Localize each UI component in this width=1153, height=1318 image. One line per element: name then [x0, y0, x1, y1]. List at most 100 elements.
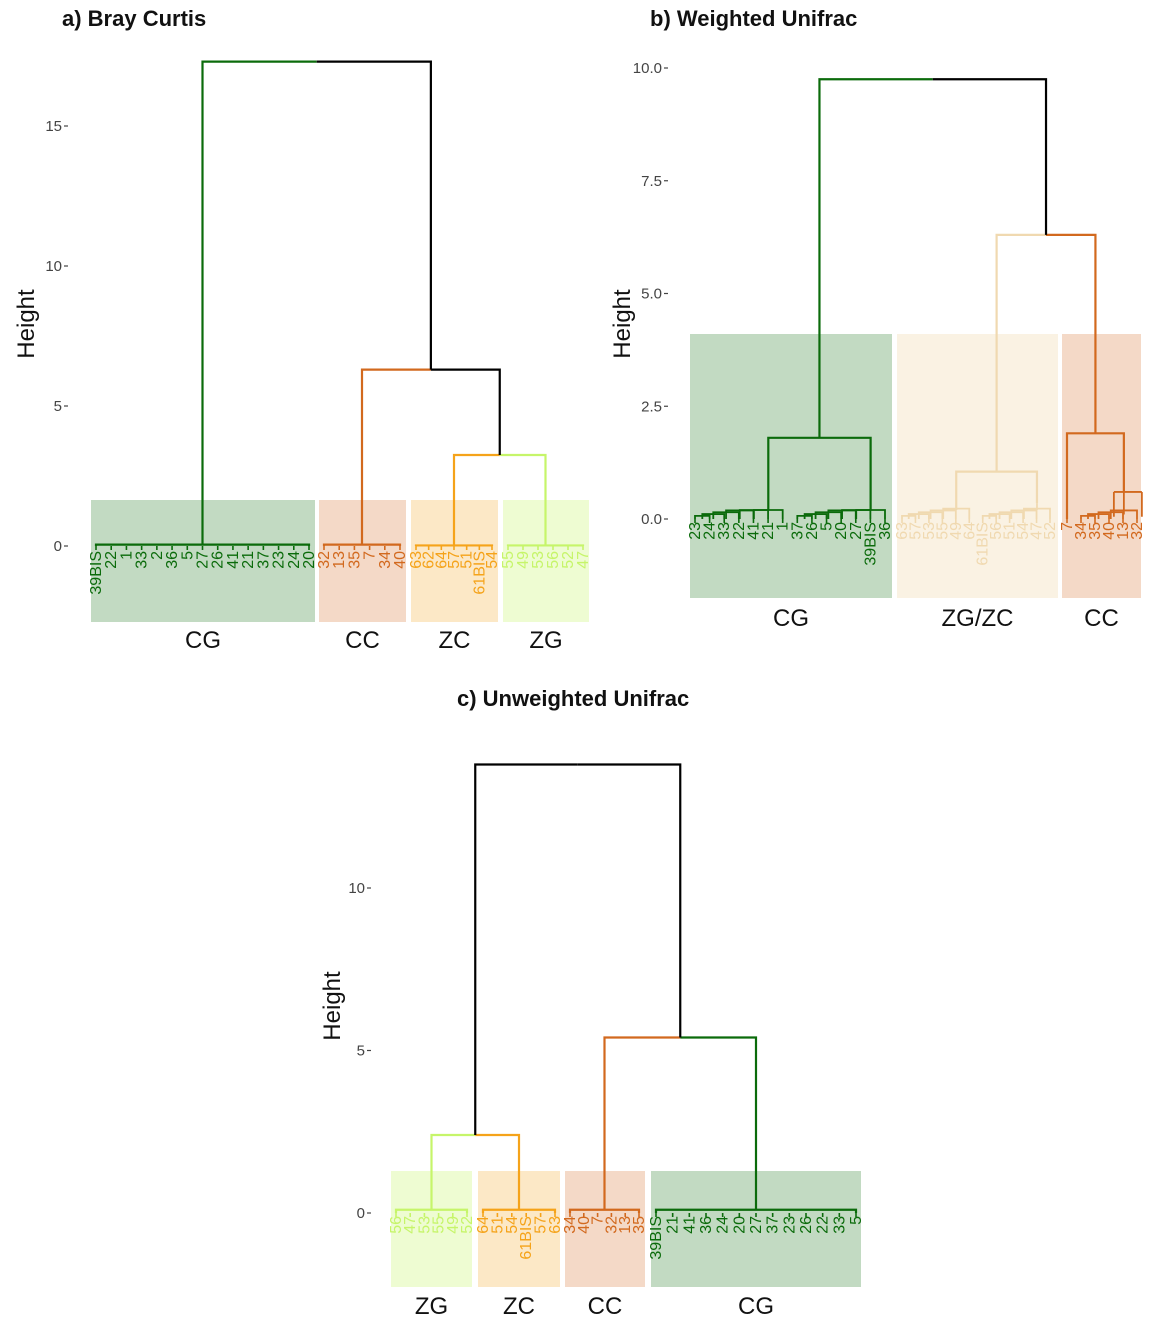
leaf-label: 53	[530, 551, 547, 569]
dendro-branch	[995, 233, 1047, 472]
y-tick-label: 2.5	[641, 398, 662, 415]
leaf-label: 23	[271, 551, 288, 569]
cluster-name-cg: CG	[185, 627, 221, 654]
leaf-label: 13	[617, 1216, 634, 1234]
leaf-label: 36	[698, 1216, 715, 1234]
cluster-name-zg-zc: ZG/ZC	[942, 605, 1014, 632]
leaf-label: 20	[833, 522, 850, 540]
leaf-label: 63	[894, 522, 911, 540]
panel-a: 051015Height39BIS22133236527264121372324…	[13, 60, 592, 654]
leaf-label: 34	[562, 1216, 579, 1234]
y-axis-title: Height	[13, 289, 40, 359]
panel-b-title: b) Weighted Unifrac	[650, 6, 858, 31]
y-axis-title: Height	[609, 289, 636, 359]
leaf-label: 7	[590, 1216, 607, 1225]
leaf-label: 13	[1115, 522, 1132, 540]
leaf-label: 41	[745, 522, 762, 540]
leaf-label: 57	[907, 522, 924, 540]
leaf-label: 35	[631, 1216, 648, 1234]
leaf-label: 21	[760, 522, 777, 540]
leaf-label: 49	[515, 551, 532, 569]
leaf-label: 24	[702, 522, 719, 540]
leaf-label: 64	[961, 522, 978, 540]
leaf-label: 37	[789, 522, 806, 540]
leaf-label: 51	[459, 551, 476, 569]
leaf-label: 47	[402, 1216, 419, 1234]
leaf-label: 20	[731, 1216, 748, 1234]
dendro-branch	[499, 453, 547, 546]
leaf-label: 61BIS	[518, 1216, 535, 1260]
leaf-label: 32	[603, 1216, 620, 1234]
leaf-label: 47	[575, 551, 592, 569]
leaf-label: 1	[118, 551, 135, 560]
leaf-label: 56	[988, 522, 1005, 540]
leaf-label: 20	[301, 551, 318, 569]
leaf-label: 24	[715, 1216, 732, 1234]
leaf-label: 26	[210, 551, 227, 569]
y-tick-label: 10	[348, 880, 365, 897]
leaf-label: 22	[103, 551, 120, 569]
leaf-label: 61BIS	[471, 551, 488, 595]
leaf-label: 5	[179, 551, 196, 560]
leaf-label: 57	[533, 1216, 550, 1234]
leaf-label: 33	[716, 522, 733, 540]
leaf-label: 55	[431, 1216, 448, 1234]
leaf-label: 40	[392, 551, 409, 569]
leaf-label: 34	[1073, 522, 1090, 540]
leaf-label: 52	[459, 1216, 476, 1234]
cluster-band-cc	[1062, 334, 1141, 598]
dendro-branch	[1112, 491, 1143, 517]
dendro-branch	[360, 368, 431, 545]
leaf-label: 26	[798, 1216, 815, 1234]
cluster-name-cc: CC	[588, 1293, 623, 1318]
leaf-label: 1	[775, 522, 792, 531]
leaf-label: 27	[748, 1216, 765, 1234]
leaf-label: 41	[225, 551, 242, 569]
leaf-label: 39BIS	[648, 1216, 665, 1260]
leaf-label: 57	[446, 551, 463, 569]
leaf-label: 61BIS	[975, 522, 992, 566]
panel-b: 0.02.55.07.510.0Height232433224121137265…	[609, 60, 1146, 632]
leaf-label: 55	[500, 551, 517, 569]
dendro-branch	[577, 763, 682, 1038]
leaf-label: 21	[240, 551, 257, 569]
leaf-label: 41	[681, 1216, 698, 1234]
cluster-name-cc: CC	[1084, 605, 1119, 632]
leaf-label: 54	[1015, 522, 1032, 540]
cluster-band-zg-zc	[897, 334, 1058, 598]
panel-a-title: a) Bray Curtis	[62, 6, 207, 31]
leaf-label: 56	[388, 1216, 405, 1234]
leaf-label: 63	[547, 1216, 564, 1234]
leaf-label: 63	[408, 551, 425, 569]
y-axis-title: Height	[319, 971, 346, 1041]
cluster-name-cg: CG	[773, 605, 809, 632]
leaf-label: 39BIS	[88, 551, 105, 595]
leaf-label: 32	[1129, 522, 1146, 540]
leaf-label: 40	[1101, 522, 1118, 540]
dendro-branch	[932, 78, 1048, 235]
leaf-label: 54	[504, 1216, 521, 1234]
panel-c: 0510Height564753554952ZG64515461BIS5763Z…	[319, 763, 865, 1318]
cluster-name-zg: ZG	[529, 627, 562, 654]
leaf-label: 2	[149, 551, 166, 560]
leaf-label: 36	[877, 522, 894, 540]
y-tick-label: 7.5	[641, 173, 662, 190]
leaf-label: 56	[545, 551, 562, 569]
leaf-label: 27	[195, 551, 212, 569]
cluster-name-cc: CC	[345, 627, 380, 654]
dendro-branch	[430, 1133, 476, 1210]
panel-c-title: c) Unweighted Unifrac	[457, 686, 690, 711]
leaf-label: 37	[765, 1216, 782, 1234]
leaf-label: 27	[848, 522, 865, 540]
dendro-branch	[506, 544, 585, 547]
leaf-label: 13	[331, 551, 348, 569]
leaf-label: 52	[560, 551, 577, 569]
leaf-label: 55	[934, 522, 951, 540]
y-tick-label: 0	[357, 1205, 365, 1222]
leaf-label: 23	[781, 1216, 798, 1234]
dendro-branch	[430, 368, 501, 455]
dendro-branch	[475, 1133, 521, 1210]
leaf-label: 53	[416, 1216, 433, 1234]
dendro-branch	[680, 1036, 758, 1210]
